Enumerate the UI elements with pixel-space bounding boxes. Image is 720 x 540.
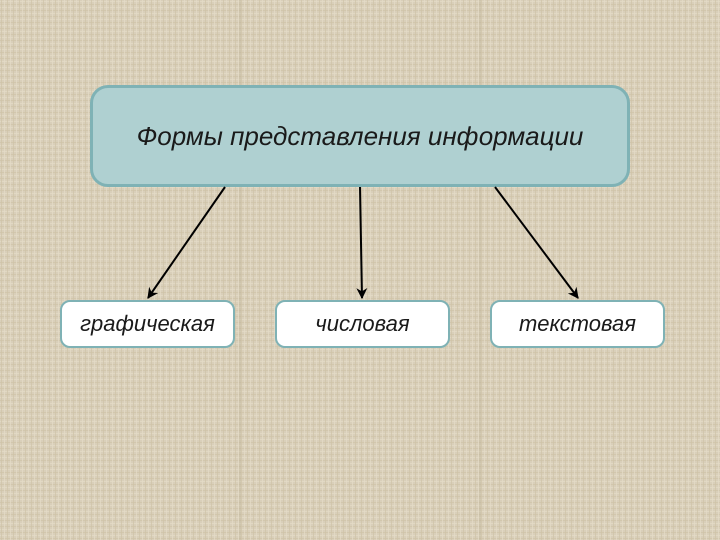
child-label: графическая xyxy=(80,311,215,337)
child-node-text: текстовая xyxy=(490,300,665,348)
child-label: текстовая xyxy=(519,311,636,337)
child-label: числовая xyxy=(315,311,409,337)
diagram-canvas: Формы представления информации графическ… xyxy=(0,0,720,540)
diagram-arrows xyxy=(0,0,720,540)
root-node: Формы представления информации xyxy=(90,85,630,187)
root-label: Формы представления информации xyxy=(137,121,584,152)
child-node-numeric: числовая xyxy=(275,300,450,348)
child-node-graphical: графическая xyxy=(60,300,235,348)
